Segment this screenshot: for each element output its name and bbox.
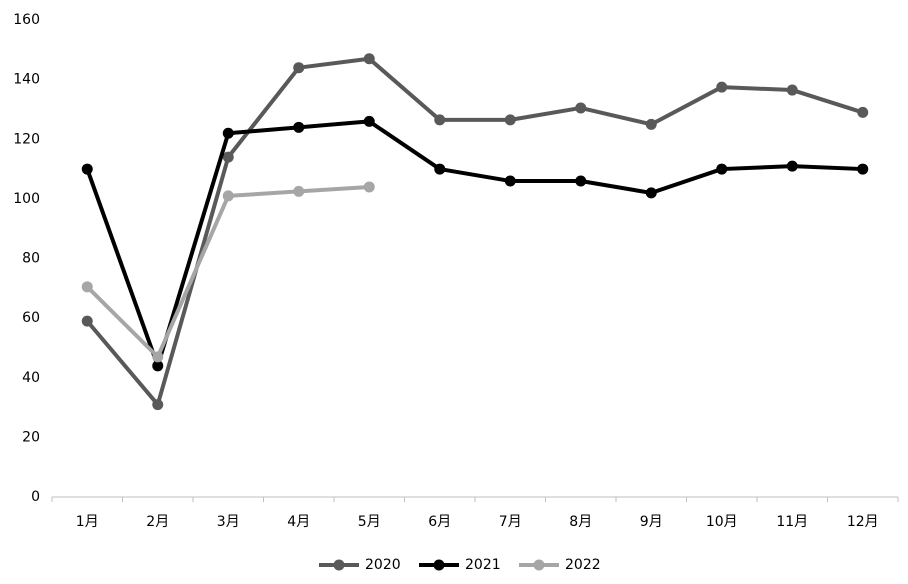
x-tick-label: 7月 xyxy=(499,514,522,530)
y-tick-label: 20 xyxy=(22,429,40,445)
point xyxy=(363,181,375,193)
series-line xyxy=(85,56,864,407)
x-tick-label: 2月 xyxy=(146,514,169,530)
y-tick-label: 80 xyxy=(22,251,40,267)
point xyxy=(81,315,93,327)
point xyxy=(293,121,305,133)
point xyxy=(81,163,93,175)
point xyxy=(434,163,446,175)
point xyxy=(716,163,728,175)
point xyxy=(575,102,587,114)
point xyxy=(363,53,375,65)
x-tick-label: 4月 xyxy=(287,514,310,530)
point xyxy=(152,399,164,411)
y-tick-label: 160 xyxy=(13,12,40,28)
x-tick-label: 12月 xyxy=(847,514,879,530)
x-tick-label: 1月 xyxy=(76,514,99,530)
y-tick-label: 100 xyxy=(13,191,40,207)
legend-label: 2021 xyxy=(465,557,501,573)
y-tick-label: 140 xyxy=(13,72,40,88)
point xyxy=(786,84,798,96)
point xyxy=(152,360,164,372)
point xyxy=(716,81,728,93)
point xyxy=(293,62,305,74)
point xyxy=(293,185,305,197)
point xyxy=(645,187,657,199)
point xyxy=(504,114,516,126)
x-tick-label: 5月 xyxy=(358,514,381,530)
x-tick-label: 11月 xyxy=(776,514,808,530)
point xyxy=(504,175,516,187)
x-tick-label: 10月 xyxy=(706,514,738,530)
point xyxy=(575,175,587,187)
legend-marker xyxy=(533,559,545,571)
y-tick-label: 40 xyxy=(22,370,40,386)
point xyxy=(363,115,375,127)
point xyxy=(222,151,234,163)
point xyxy=(786,160,798,172)
series-line xyxy=(85,184,370,359)
x-tick-label: 3月 xyxy=(217,514,240,530)
point xyxy=(857,163,869,175)
point xyxy=(222,127,234,139)
series-line xyxy=(85,119,863,368)
point xyxy=(152,351,164,363)
point xyxy=(434,114,446,126)
point xyxy=(81,281,93,293)
point xyxy=(222,190,234,202)
legend-label: 2022 xyxy=(565,557,601,573)
x-tick-label: 6月 xyxy=(428,514,451,530)
point xyxy=(645,118,657,130)
x-tick-label: 9月 xyxy=(640,514,663,530)
point xyxy=(857,106,869,118)
x-tick-label: 8月 xyxy=(569,514,592,530)
y-tick-label: 0 xyxy=(31,489,40,505)
legend-marker xyxy=(333,559,345,571)
y-tick-label: 60 xyxy=(22,310,40,326)
y-tick-label: 120 xyxy=(13,131,40,147)
legend-label: 2020 xyxy=(365,557,401,573)
legend-marker xyxy=(433,559,445,571)
